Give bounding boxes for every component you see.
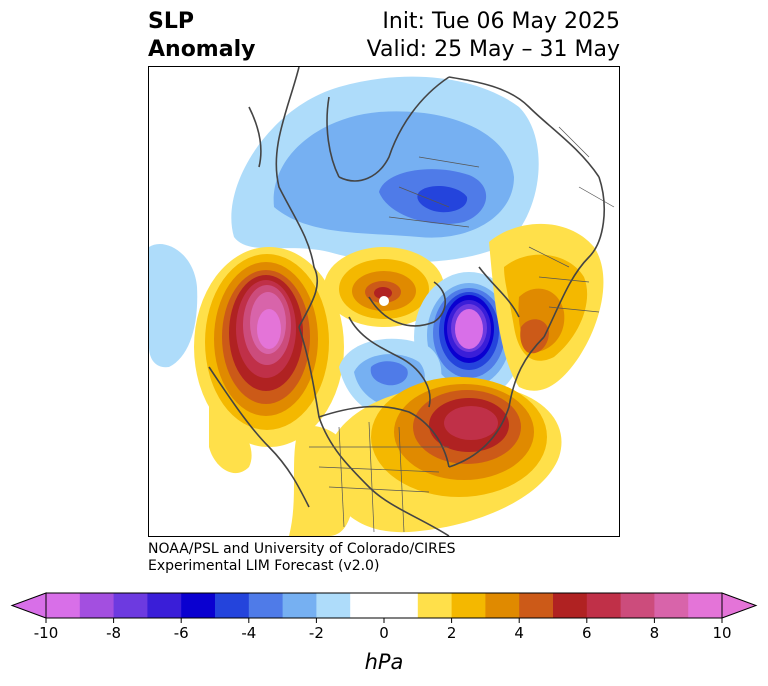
map-canvas — [149, 67, 615, 536]
colorbar-cell — [79, 593, 115, 618]
colorbar-tick-label: -6 — [174, 624, 189, 642]
colorbar-tick-label: -2 — [309, 624, 324, 642]
colorbar: -10 -8 -6 -4 -2 0 2 4 6 8 10 hPa — [10, 592, 758, 674]
colorbar-tick-label: 10 — [712, 624, 731, 642]
anomaly-map — [148, 66, 620, 537]
colorbar-tick-label: 4 — [514, 624, 524, 642]
forecast-dates: Init: Tue 06 May 2025 Valid: 25 May – 31… — [367, 8, 620, 64]
colorbar-cell — [350, 593, 385, 618]
colorbar-cell — [620, 593, 655, 618]
colorbar-tick-label: -4 — [241, 624, 256, 642]
colorbar-cell — [688, 593, 723, 618]
colorbar-cell — [248, 593, 284, 618]
colorbar-tick-label: 2 — [447, 624, 457, 642]
colorbar-unit: hPa — [365, 650, 404, 674]
siberia-low-contours — [231, 76, 539, 263]
kara-sea-low-contours — [414, 272, 524, 402]
colorbar-tick-label: 0 — [379, 624, 389, 642]
credit-line-1: NOAA/PSL and University of Colorado/CIRE… — [148, 541, 456, 557]
colorbar-cell — [553, 593, 588, 618]
colorbar-cell — [46, 593, 81, 618]
colorbar-cell — [485, 593, 520, 618]
pacific-low — [149, 243, 198, 368]
colorbar-cell — [451, 593, 486, 618]
colorbar-tick-label: 8 — [650, 624, 660, 642]
colorbar-tick-label: -10 — [34, 624, 59, 642]
alaska-high-contours — [194, 247, 344, 447]
colorbar-max-arrow — [721, 592, 758, 619]
colorbar-cell — [181, 593, 216, 618]
colorbar-cell — [147, 593, 182, 618]
colorbar-cell — [586, 593, 622, 618]
colorbar-cell — [654, 593, 689, 618]
borders — [309, 126, 615, 533]
colorbar-cell — [113, 593, 148, 618]
colorbar-cell — [215, 593, 250, 618]
colorbar-cell — [316, 593, 351, 618]
colorbar-cell — [519, 593, 554, 618]
valid-range: Valid: 25 May – 31 May — [366, 37, 620, 62]
south-conus-positive — [209, 397, 252, 474]
scandinavia-high-contours — [489, 223, 604, 391]
colorbar-cell — [417, 593, 453, 618]
credit-line-2: Experimental LIM Forecast (v2.0) — [148, 558, 380, 574]
colorbar-tick-label: 6 — [582, 624, 592, 642]
init-date: Init: Tue 06 May 2025 — [382, 9, 620, 34]
polar-high-contours — [324, 247, 444, 327]
colorbar-cell — [384, 593, 419, 618]
title-line-2: Anomaly — [148, 37, 256, 62]
colorbar-ticks: -10 -8 -6 -4 -2 0 2 4 6 8 10 — [34, 618, 732, 642]
colorbar-cell — [282, 593, 317, 618]
map-title: SLP Anomaly — [148, 8, 255, 64]
credit-text: NOAA/PSL and University of Colorado/CIRE… — [148, 541, 456, 575]
colorbar-tick-label: -8 — [106, 624, 121, 642]
title-line-1: SLP — [148, 9, 194, 34]
colorbar-min-arrow — [10, 592, 47, 619]
colorbar-cells — [10, 592, 758, 619]
coastlines — [208, 67, 605, 536]
